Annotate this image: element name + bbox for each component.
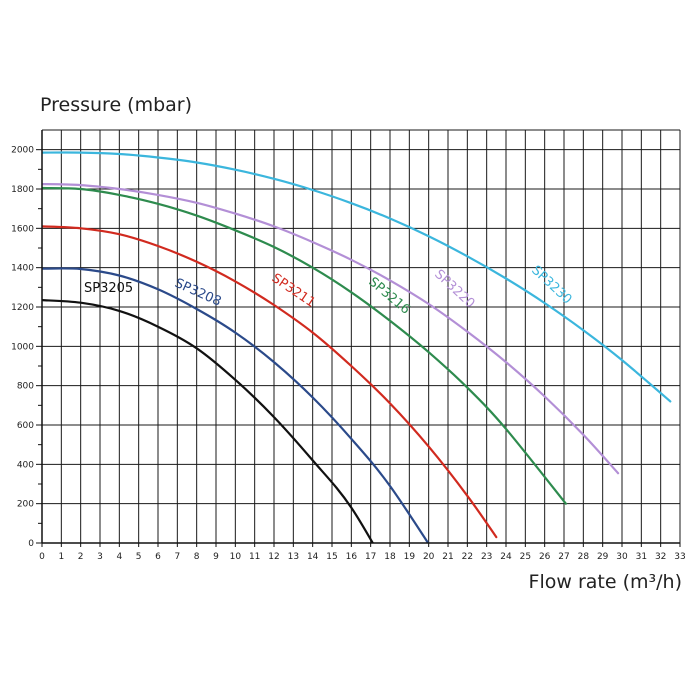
x-tick-label: 16 (346, 552, 358, 562)
x-tick-label: 33 (674, 552, 685, 562)
y-tick-label: 200 (17, 500, 34, 510)
x-tick-label: 32 (655, 552, 666, 562)
y-axis-title: Pressure (mbar) (40, 94, 192, 116)
series-line-sp3208 (42, 267, 430, 543)
series-label-sp3205: SP3205 (84, 281, 133, 296)
x-tick-label: 28 (578, 552, 590, 562)
x-tick-label: 29 (597, 552, 609, 562)
x-tick-label: 8 (194, 552, 200, 562)
y-tick-label: 1800 (11, 185, 34, 195)
x-tick-label: 4 (116, 552, 122, 562)
y-tick-labels: 0 200 400 600 800 1000 1200 1400 1600 1800 2000 (11, 146, 34, 549)
x-tick-label: 10 (230, 552, 242, 562)
x-tick-label: 13 (288, 552, 299, 562)
series-lines (42, 151, 672, 543)
x-tick-label: 5 (136, 552, 142, 562)
y-tick-label: 600 (17, 421, 34, 431)
y-tick-label: 0 (28, 539, 34, 549)
x-tick-label: 19 (404, 552, 416, 562)
y-tick-label: 1400 (11, 264, 34, 274)
x-tick-label: 17 (365, 552, 376, 562)
y-tick-label: 1600 (11, 224, 34, 234)
series-line-sp3216 (42, 186, 567, 505)
y-tick-label: 1200 (11, 303, 34, 313)
x-tick-label: 0 (39, 552, 45, 562)
x-tick-label: 21 (442, 552, 453, 562)
series-label-sp3220: SP3220 (431, 267, 477, 312)
x-tick-label: 1 (58, 552, 64, 562)
series-line-sp3205 (42, 299, 375, 543)
x-tick-label: 27 (558, 552, 569, 562)
series-label-sp3230: SP3230 (528, 263, 574, 308)
x-tick-label: 9 (213, 552, 219, 562)
x-tick-label: 25 (520, 552, 531, 562)
x-tick-label: 7 (174, 552, 180, 562)
y-tick-label: 400 (17, 460, 34, 470)
x-tick-label: 24 (500, 552, 512, 562)
axes (36, 130, 681, 547)
x-tick-label: 20 (423, 552, 435, 562)
x-tick-label: 23 (481, 552, 492, 562)
y-tick-label: 1000 (11, 342, 34, 352)
x-tick-label: 11 (249, 552, 260, 562)
x-axis-title: Flow rate (m³/h) (529, 571, 682, 593)
x-tick-label: 22 (462, 552, 473, 562)
x-tick-label: 18 (384, 552, 396, 562)
series-line-sp3220 (42, 183, 620, 475)
x-tick-label: 6 (155, 552, 161, 562)
x-tick-labels: 0 1 2 3 4 5 6 7 8 9 10 11 12 13 14 15 16 17 18 19 20 21 22 23 24… (39, 552, 686, 562)
y-tick-label: 800 (17, 382, 34, 392)
x-tick-label: 3 (97, 552, 103, 562)
x-tick-label: 2 (78, 552, 84, 562)
x-tick-label: 31 (636, 552, 647, 562)
series-line-sp3230 (42, 151, 672, 403)
x-tick-label: 30 (616, 552, 628, 562)
x-tick-label: 15 (326, 552, 337, 562)
x-tick-label: 26 (539, 552, 551, 562)
series-line-sp3211 (42, 225, 498, 539)
x-tick-label: 12 (268, 552, 279, 562)
y-tick-label: 2000 (11, 146, 34, 156)
x-tick-label: 14 (307, 552, 319, 562)
